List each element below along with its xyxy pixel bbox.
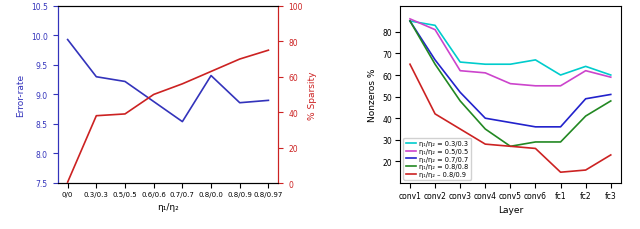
Legend: η₁/η₂ = 0.3/0.3, η₁/η₂ = 0.5/0.5, η₁/η₂ = 0.7/0.7, η₁/η₂ = 0.8/0.8, η₁/η₂ – 0.8/: η₁/η₂ = 0.3/0.3, η₁/η₂ = 0.5/0.5, η₁/η₂ … bbox=[403, 138, 471, 180]
η₁/η₂ = 0.8/0.8 bbox=[582, 115, 589, 118]
η₁/η₂ = 0.8/0.8 bbox=[406, 21, 414, 23]
η₁/η₂ = 0.8/0.8 bbox=[456, 100, 464, 103]
η₁/η₂ = 0.7/0.7 bbox=[406, 21, 414, 23]
X-axis label: Layer: Layer bbox=[498, 205, 523, 214]
Line: η₁/η₂ = 0.7/0.7: η₁/η₂ = 0.7/0.7 bbox=[410, 22, 611, 127]
η₁/η₂ = 0.3/0.3 bbox=[557, 74, 564, 77]
η₁/η₂ = 0.7/0.7 bbox=[607, 94, 614, 96]
η₁/η₂ = 0.8/0.8 bbox=[557, 141, 564, 144]
η₁/η₂ = 0.3/0.3 bbox=[406, 21, 414, 23]
η₁/η₂ = 0.3/0.3 bbox=[506, 64, 514, 66]
η₁/η₂ = 0.5/0.5 bbox=[582, 70, 589, 73]
Line: η₁/η₂ = 0.3/0.3: η₁/η₂ = 0.3/0.3 bbox=[410, 22, 611, 76]
η₁/η₂ = 0.7/0.7 bbox=[456, 92, 464, 94]
η₁/η₂ = 0.7/0.7 bbox=[582, 98, 589, 101]
η₁/η₂ = 0.3/0.3 bbox=[532, 59, 540, 62]
η₁/η₂ – 0.8/0.9 bbox=[431, 113, 439, 116]
η₁/η₂ = 0.7/0.7 bbox=[481, 117, 489, 120]
η₁/η₂ = 0.7/0.7 bbox=[431, 59, 439, 62]
η₁/η₂ = 0.7/0.7 bbox=[557, 126, 564, 129]
Y-axis label: Error-rate: Error-rate bbox=[17, 74, 26, 117]
Line: η₁/η₂ = 0.8/0.8: η₁/η₂ = 0.8/0.8 bbox=[410, 22, 611, 147]
Line: η₁/η₂ = 0.5/0.5: η₁/η₂ = 0.5/0.5 bbox=[410, 20, 611, 86]
Y-axis label: Nonzeros %: Nonzeros % bbox=[368, 68, 377, 122]
η₁/η₂ = 0.5/0.5 bbox=[532, 85, 540, 88]
Line: η₁/η₂ – 0.8/0.9: η₁/η₂ – 0.8/0.9 bbox=[410, 65, 611, 172]
η₁/η₂ = 0.5/0.5 bbox=[607, 76, 614, 79]
η₁/η₂ – 0.8/0.9 bbox=[406, 64, 414, 66]
η₁/η₂ = 0.7/0.7 bbox=[506, 122, 514, 124]
η₁/η₂ = 0.5/0.5 bbox=[456, 70, 464, 73]
η₁/η₂ = 0.8/0.8 bbox=[481, 128, 489, 131]
η₁/η₂ – 0.8/0.9 bbox=[506, 145, 514, 148]
X-axis label: η₁/η₂: η₁/η₂ bbox=[157, 202, 179, 211]
η₁/η₂ = 0.5/0.5 bbox=[406, 18, 414, 21]
η₁/η₂ = 0.3/0.3 bbox=[431, 25, 439, 28]
η₁/η₂ = 0.8/0.8 bbox=[607, 100, 614, 103]
η₁/η₂ – 0.8/0.9 bbox=[607, 154, 614, 157]
η₁/η₂ = 0.3/0.3 bbox=[582, 66, 589, 68]
η₁/η₂ = 0.3/0.3 bbox=[607, 74, 614, 77]
η₁/η₂ – 0.8/0.9 bbox=[481, 143, 489, 146]
η₁/η₂ = 0.5/0.5 bbox=[431, 29, 439, 32]
η₁/η₂ = 0.8/0.8 bbox=[532, 141, 540, 144]
η₁/η₂ – 0.8/0.9 bbox=[582, 169, 589, 172]
η₁/η₂ = 0.5/0.5 bbox=[506, 83, 514, 86]
η₁/η₂ = 0.3/0.3 bbox=[481, 64, 489, 66]
η₁/η₂ = 0.5/0.5 bbox=[557, 85, 564, 88]
η₁/η₂ = 0.8/0.8 bbox=[431, 64, 439, 66]
η₁/η₂ – 0.8/0.9 bbox=[532, 147, 540, 150]
η₁/η₂ – 0.8/0.9 bbox=[456, 128, 464, 131]
η₁/η₂ = 0.8/0.8 bbox=[506, 145, 514, 148]
η₁/η₂ – 0.8/0.9 bbox=[557, 171, 564, 174]
η₁/η₂ = 0.5/0.5 bbox=[481, 72, 489, 75]
η₁/η₂ = 0.3/0.3 bbox=[456, 61, 464, 64]
Y-axis label: % Sparsity: % Sparsity bbox=[308, 71, 317, 119]
η₁/η₂ = 0.7/0.7 bbox=[532, 126, 540, 129]
